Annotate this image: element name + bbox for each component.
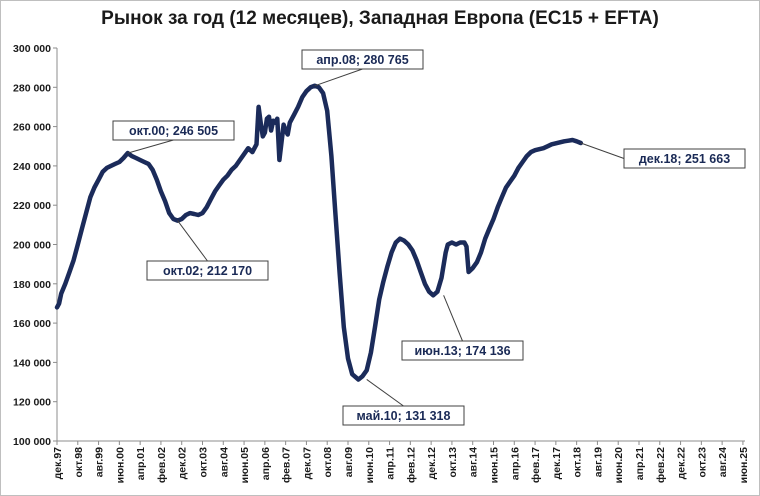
x-tick-label: фев.12 (405, 447, 417, 483)
annotation-leader (127, 139, 174, 154)
x-tick-label: авг.99 (94, 447, 106, 477)
y-tick-label: 180 000 (13, 279, 51, 291)
annotation-box (301, 49, 424, 70)
x-tick-label: фев.22 (655, 447, 667, 483)
x-tick-label: апр.11 (385, 447, 397, 480)
annotation-box (623, 148, 746, 169)
x-tick-label: июн.15 (488, 447, 500, 484)
x-tick-label: апр.06 (260, 447, 272, 480)
y-tick-label: 300 000 (13, 43, 51, 55)
annotation-label: май.10; 131 318 (357, 409, 451, 423)
y-tick-label: 280 000 (13, 82, 51, 94)
x-tick-label: дек.97 (52, 447, 64, 480)
annotation-label: окт.00; 246 505 (129, 124, 218, 138)
chart-title: Рынок за год (12 месяцев), Западная Евро… (101, 8, 659, 29)
annotation-box (342, 405, 465, 426)
annotation-box (146, 260, 269, 281)
y-tick-label: 200 000 (13, 240, 51, 252)
x-tick-label: авг.04 (218, 447, 230, 477)
y-tick-label: 120 000 (13, 397, 51, 409)
y-tick-label: 260 000 (13, 122, 51, 134)
x-tick-label: июн.25 (738, 447, 750, 484)
annotation-label: дек.18; 251 663 (639, 152, 730, 166)
annotation-leader (366, 379, 404, 407)
x-tick-label: апр.01 (135, 447, 147, 480)
x-tick-label: авг.19 (592, 447, 604, 477)
x-tick-label: дек.02 (177, 447, 189, 480)
y-axis: 100 000 120 000 140 000 160 000 180 000 200 0… (13, 43, 58, 448)
x-tick-label: авг.09 (343, 447, 355, 477)
y-tick-label: 220 000 (13, 200, 51, 212)
annotation-leader (177, 220, 208, 262)
x-tick-label: авг.24 (717, 447, 729, 477)
x-tick-label: июн.05 (239, 447, 251, 484)
x-tick-label: дек.07 (301, 447, 313, 480)
x-tick-label: июн.20 (613, 447, 625, 484)
x-tick-label: окт.08 (322, 447, 334, 478)
x-tick-label: авг.14 (468, 447, 480, 477)
x-tick-label: дек.12 (426, 447, 438, 480)
x-tick-label: фев.17 (530, 447, 542, 483)
x-tick-label: июн.10 (364, 447, 376, 484)
series-group (54, 83, 584, 382)
x-tick-label: апр.21 (634, 447, 646, 480)
x-tick-label: окт.13 (447, 447, 459, 478)
x-tick-label: фев.02 (156, 447, 168, 483)
annotation-leader (580, 142, 625, 159)
x-axis: дек.97 окт.98 авг.99 июн.00 апр.01 фев.02 дек.… (52, 440, 750, 484)
annotation-label: июн.13; 174 136 (414, 344, 510, 358)
x-tick-label: дек.17 (551, 447, 563, 480)
x-tick-label: июн.00 (114, 447, 126, 484)
annotations-group: окт.00; 246 505 окт.02; 212 170 апр.08; 28… (112, 49, 746, 426)
annotation-leader (443, 295, 463, 342)
y-tick-label: 240 000 (13, 161, 51, 173)
annotation-box (401, 340, 524, 361)
x-tick-label: дек.22 (676, 447, 688, 480)
y-tick-label: 140 000 (13, 357, 51, 369)
series-line (54, 83, 584, 382)
x-tick-label: окт.03 (197, 447, 209, 478)
x-tick-label: апр.16 (509, 447, 521, 480)
annotation-label: апр.08; 280 765 (316, 53, 408, 67)
x-tick-label: окт.18 (572, 447, 584, 478)
annotation-box (112, 120, 235, 141)
y-tick-label: 160 000 (13, 318, 51, 330)
y-tick-label: 100 000 (13, 436, 51, 448)
annotation-leader (314, 68, 363, 87)
x-tick-label: окт.98 (73, 447, 85, 478)
annotation-label: окт.02; 212 170 (163, 264, 252, 278)
x-tick-label: окт.23 (696, 447, 708, 478)
x-tick-label: фев.07 (281, 447, 293, 483)
